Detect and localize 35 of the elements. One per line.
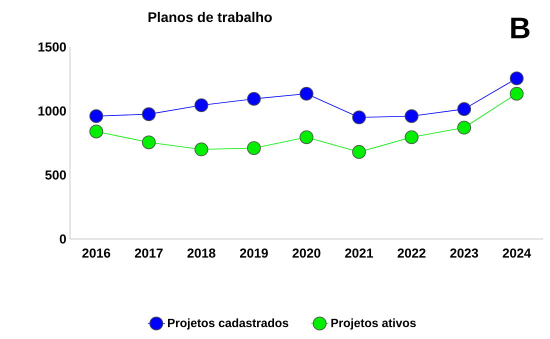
chart-title: Planos de trabalho	[148, 12, 272, 22]
y-tick-label: 1500	[38, 42, 66, 52]
point	[457, 102, 472, 116]
x-tick-label: 2016	[82, 248, 110, 258]
point	[89, 109, 104, 124]
point	[89, 124, 104, 138]
x-tick-label: 2020	[292, 248, 320, 258]
y-tick-label: 1000	[38, 106, 66, 116]
legend-label: Projetos ativos	[331, 318, 416, 330]
point	[352, 110, 366, 124]
point	[510, 71, 524, 86]
legend-label: Projetos cadastrados	[168, 318, 288, 330]
point	[300, 130, 314, 144]
x-tick-label: 2023	[450, 248, 478, 258]
x-tick-label: 2019	[240, 248, 268, 258]
y-tick-label: 500	[45, 170, 66, 180]
point	[457, 120, 472, 135]
y-tick-label: 0	[60, 234, 66, 244]
point	[194, 142, 208, 156]
x-tick-label: 2024	[502, 248, 532, 258]
x-tick-label: 2022	[398, 248, 426, 258]
point	[247, 92, 261, 106]
point	[352, 145, 366, 159]
point	[142, 135, 156, 150]
point	[194, 98, 208, 112]
point	[404, 109, 419, 124]
point	[142, 107, 156, 122]
text: B	[511, 18, 530, 38]
point	[247, 141, 261, 156]
point	[404, 130, 419, 144]
point	[510, 86, 524, 101]
point	[300, 86, 314, 101]
x-tick-label: 2018	[187, 248, 216, 258]
x-tick-label: 2017	[134, 248, 163, 258]
x-tick-label: 2021	[345, 248, 374, 258]
